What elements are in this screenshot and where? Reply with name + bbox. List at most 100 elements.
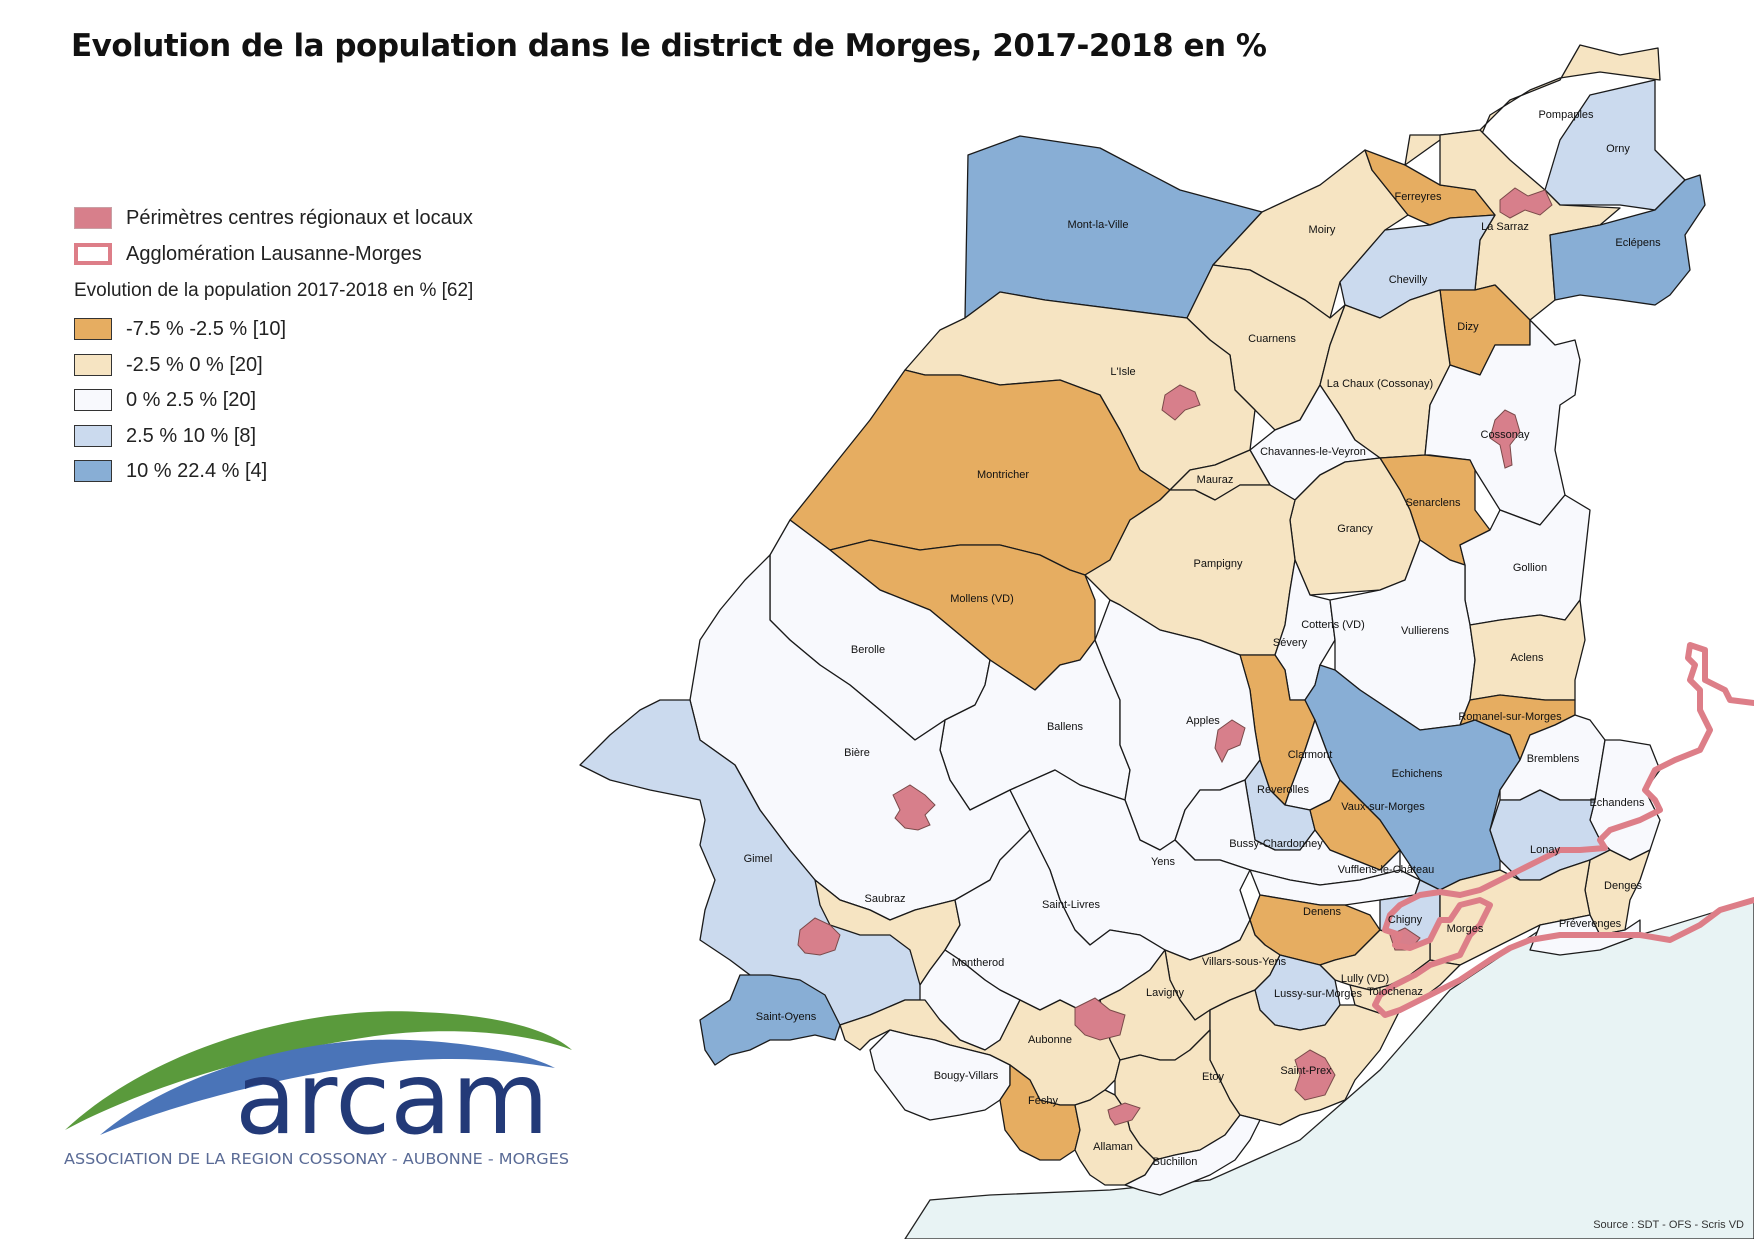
arcam-logo: arcam ASSOCIATION DE LA REGION COSSONAY … (64, 1011, 572, 1168)
commune-label: Pompaples (1538, 109, 1594, 121)
legend-heading-text: Evolution de la population 2017-2018 en … (74, 280, 474, 301)
commune-buchillon[interactable] (1124, 1114, 1261, 1196)
commune-label: Villars-sous-Yens (1202, 956, 1287, 968)
commune-label: Mauraz (1197, 474, 1234, 486)
legend-row-perimetres: Périmètres centres régionaux et locaux (74, 205, 473, 231)
commune-label: Lavigny (1146, 987, 1184, 999)
logo-subtitle: ASSOCIATION DE LA REGION COSSONAY - AUBO… (64, 1150, 569, 1168)
commune-label: Gimel (744, 853, 773, 865)
commune-label: Cossonay (1481, 429, 1530, 441)
legend-class-3: 0 % 2.5 % [20] (74, 387, 256, 413)
commune-label: Cuarnens (1248, 333, 1296, 345)
commune-label: Bière (844, 747, 870, 759)
commune-label: Pampigny (1194, 558, 1243, 570)
commune-label: Vaux-sur-Morges (1341, 801, 1425, 813)
centre-biere (892, 784, 936, 831)
commune-label: Etoy (1202, 1071, 1225, 1083)
commune-fechy[interactable] (999, 1064, 1081, 1161)
legend-row-agglomeration: Agglomération Lausanne-Morges (74, 241, 422, 267)
commune-label: Saint-Oyens (756, 1011, 817, 1023)
commune-label: Senarclens (1405, 497, 1461, 509)
commune-label: Yens (1151, 856, 1176, 868)
centre-cossonay (1489, 409, 1521, 469)
commune-label: Ballens (1047, 721, 1084, 733)
legend-swatch-class-5 (74, 460, 112, 482)
commune-orny[interactable] (1544, 79, 1686, 211)
commune-label: L'Isle (1110, 366, 1135, 378)
legend-swatch-class-3 (74, 389, 112, 411)
commune-label: Lonay (1530, 844, 1560, 856)
commune-label: Chavannes-le-Veyron (1260, 446, 1366, 458)
commune-label: Saubraz (865, 893, 906, 905)
commune-label: Eclépens (1615, 237, 1661, 249)
commune-label: Dizy (1457, 321, 1479, 333)
commune-label: Morges (1447, 923, 1484, 935)
logo-wordmark: arcam (235, 1040, 549, 1157)
legend-swatch-class-2 (74, 354, 112, 376)
commune-label: Saint-Livres (1042, 899, 1101, 911)
commune-label: Berolle (851, 644, 885, 656)
commune-label: Moiry (1309, 224, 1336, 236)
legend-heading: Evolution de la population 2017-2018 en … (74, 278, 473, 304)
commune-label: La Sarraz (1481, 221, 1529, 233)
commune-eclepens[interactable] (1549, 174, 1706, 306)
commune-label: Bussy-Chardonney (1229, 838, 1323, 850)
legend-class-2: -2.5 % 0 % [20] (74, 352, 263, 378)
legend-label-class-3: 0 % 2.5 % [20] (126, 388, 257, 411)
commune-label: Bremblens (1527, 753, 1580, 765)
commune-label: Féchy (1028, 1095, 1058, 1107)
centre-gimel (797, 917, 841, 956)
legend-class-5: 10 % 22.4 % [4] (74, 458, 267, 484)
commune-label: Reverolles (1257, 784, 1309, 796)
commune-label: Mollens (VD) (950, 593, 1014, 605)
legend-class-1: -7.5 % -2.5 % [10] (74, 316, 286, 342)
legend-swatch-class-4 (74, 425, 112, 447)
commune-label: Lully (VD) (1341, 973, 1389, 985)
commune-label: Denges (1604, 880, 1642, 892)
centre-aubonne (1074, 997, 1126, 1041)
lake-leman (904, 899, 1754, 1239)
commune-label: Vufflens-le-Château (1338, 864, 1435, 876)
legend-swatch-agglomeration (74, 243, 112, 265)
commune-label: Vullierens (1401, 625, 1449, 637)
legend-label-class-4: 2.5 % 10 % [8] (126, 424, 257, 447)
commune-label: Ferreyres (1394, 191, 1442, 203)
commune-label: Apples (1186, 715, 1220, 727)
commune-label: Buchillon (1153, 1156, 1198, 1168)
legend-swatch-centre (74, 207, 112, 229)
commune-label: Romanel-sur-Morges (1458, 711, 1562, 723)
commune-label: Sévery (1273, 637, 1308, 649)
commune-label: Orny (1606, 143, 1630, 155)
commune-label: Lussy-sur-Morges (1274, 988, 1363, 1000)
commune-label: Allaman (1093, 1141, 1133, 1153)
centre-apples (1214, 719, 1246, 764)
commune-label: Denens (1303, 906, 1341, 918)
commune-label: Clarmont (1288, 749, 1333, 761)
centre-l-isle (1161, 384, 1201, 421)
commune-label: Echandens (1589, 797, 1645, 809)
commune-saint-oyens[interactable] (699, 974, 841, 1066)
commune-label: Grancy (1337, 523, 1373, 535)
centre-la-sarraz (1499, 187, 1553, 219)
centre-saint-prex (1294, 1049, 1336, 1101)
centre-allaman (1107, 1102, 1141, 1126)
commune-label: Bougy-Villars (934, 1070, 999, 1082)
logo-green-swoosh (65, 1011, 572, 1130)
logo-blue-swoosh (100, 1039, 555, 1135)
commune-label: Montricher (977, 469, 1029, 481)
commune-label: Aubonne (1028, 1034, 1072, 1046)
source-note: Source : SDT - OFS - Scris VD (1593, 1219, 1744, 1231)
legend-class-4: 2.5 % 10 % [8] (74, 423, 256, 449)
commune-label: Aclens (1510, 652, 1544, 664)
legend-label-class-2: -2.5 % 0 % [20] (126, 353, 263, 376)
commune-label: Gollion (1513, 562, 1547, 574)
agglomeration-outline (1372, 642, 1754, 1018)
legend-swatch-class-1 (74, 318, 112, 340)
commune-label: Préverenges (1559, 918, 1622, 930)
commune-label: La Chaux (Cossonay) (1327, 378, 1433, 390)
commune-label: Chevilly (1389, 274, 1428, 286)
commune-label: Echichens (1392, 768, 1443, 780)
commune-label: Chigny (1388, 914, 1423, 926)
commune-label: Montherod (952, 957, 1005, 969)
